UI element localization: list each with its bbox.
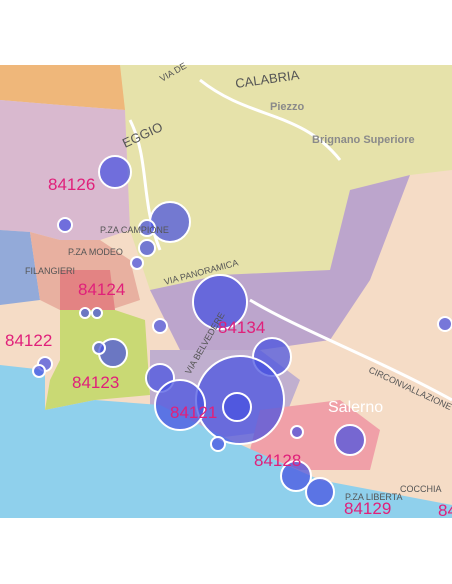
bubble bbox=[152, 318, 168, 334]
bubble bbox=[57, 217, 73, 233]
zone-84122 bbox=[0, 230, 40, 305]
bubble bbox=[138, 239, 156, 257]
postal-code: 84121 bbox=[170, 403, 217, 422]
bubble bbox=[192, 274, 248, 330]
postal-code: 84134 bbox=[218, 318, 265, 337]
bubble bbox=[130, 256, 144, 270]
area-top bbox=[0, 65, 130, 110]
street-label: P.ZA CAMPIONE bbox=[100, 225, 169, 235]
place-label: Brignano Superiore bbox=[312, 134, 415, 146]
street-label: P.ZA LIBERTA bbox=[345, 492, 403, 502]
bubble bbox=[280, 460, 312, 492]
postal-code: 84 bbox=[438, 501, 452, 520]
postal-code: 84124 bbox=[78, 280, 125, 299]
bubble bbox=[154, 379, 206, 431]
postal-code: 84122 bbox=[5, 331, 52, 350]
bubble bbox=[305, 477, 335, 507]
bubble bbox=[91, 307, 103, 319]
street-label: P.ZA MODEO bbox=[68, 247, 123, 257]
postal-code: 84126 bbox=[48, 175, 95, 194]
bubble bbox=[210, 436, 226, 452]
bubble bbox=[222, 392, 252, 422]
zone-84124 bbox=[60, 270, 115, 310]
bubble bbox=[79, 307, 91, 319]
bubble bbox=[98, 155, 132, 189]
bubble bbox=[149, 201, 191, 243]
place-label: Salerno bbox=[328, 399, 383, 416]
zone-84126 bbox=[0, 100, 130, 240]
postal-code: 84129 bbox=[344, 499, 391, 518]
postal-code: 84123 bbox=[72, 373, 119, 392]
street-label: COCCHIA bbox=[400, 484, 442, 494]
hills bbox=[120, 65, 452, 290]
bubble bbox=[32, 364, 46, 378]
bubble bbox=[290, 425, 304, 439]
place-label: Piezzo bbox=[270, 101, 305, 113]
zone-84123 bbox=[45, 310, 150, 410]
bubbles bbox=[32, 155, 452, 507]
bubble bbox=[334, 424, 366, 456]
street-label: FILANGIERI bbox=[25, 266, 75, 276]
postal-code: 84128 bbox=[254, 451, 301, 470]
bubble bbox=[437, 316, 452, 332]
bubble bbox=[138, 219, 156, 237]
bubble bbox=[92, 341, 106, 355]
